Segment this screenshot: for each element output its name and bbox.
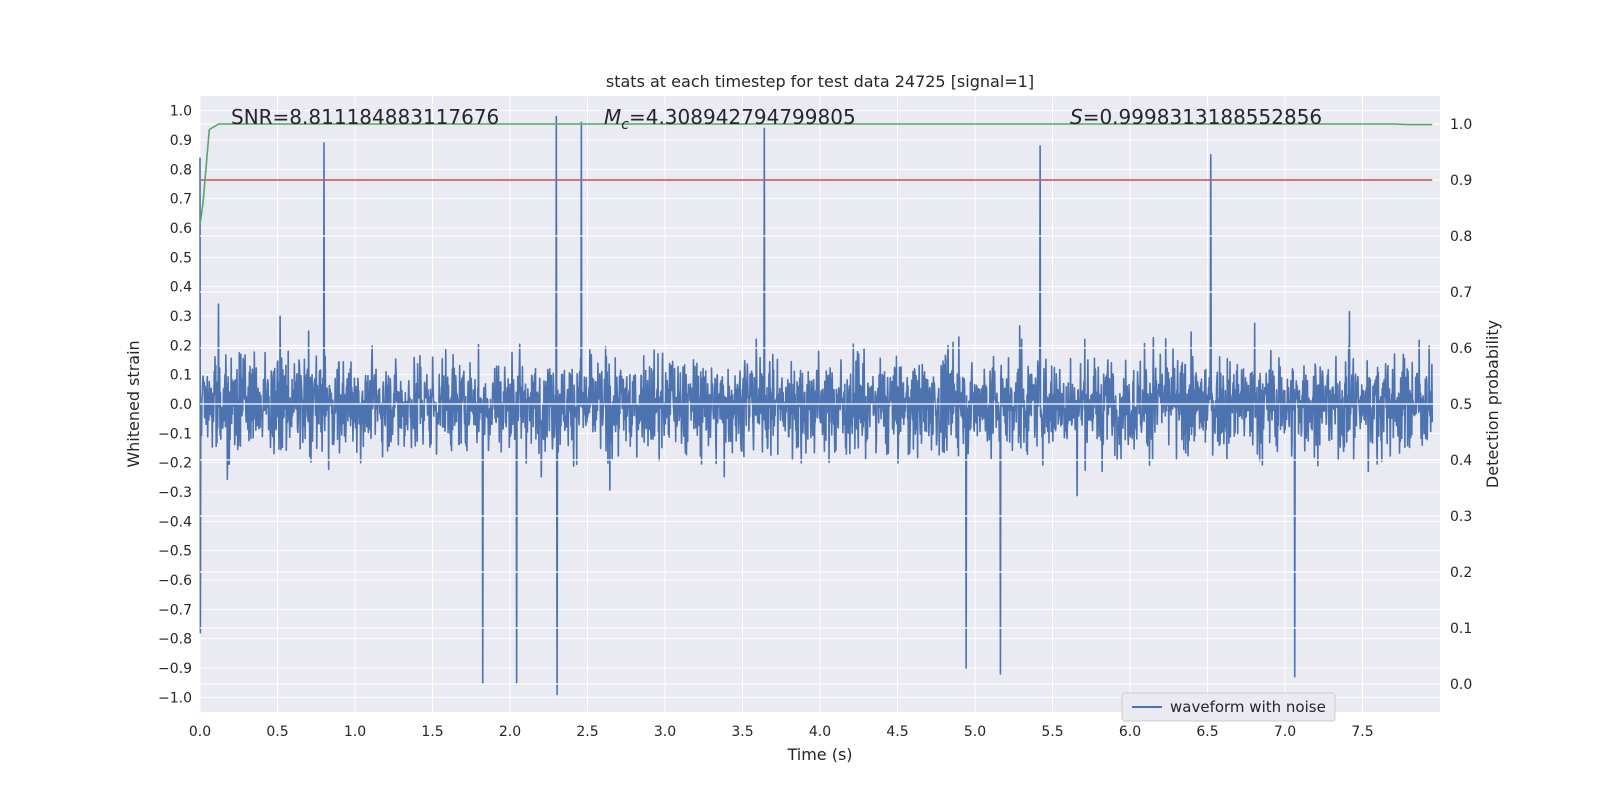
y-tick-label: 0.3: [170, 309, 192, 325]
waveform-line: [199, 115, 1434, 696]
right-y-tick-label: 0.1: [1450, 621, 1472, 637]
right-y-tick-label: 0.7: [1450, 285, 1472, 301]
y-tick-label: 0.4: [170, 280, 192, 296]
chirp-mass-value: =4.308942794799805: [629, 105, 856, 129]
y-tick-label: −0.4: [158, 514, 192, 530]
y-tick-label: 0.2: [170, 338, 192, 354]
legend-waveform-label: waveform with noise: [1170, 698, 1326, 716]
y-tick-label: 1.0: [170, 104, 192, 120]
right-y-ticks: 1.0 0.9 0.8 0.7 0.6 0.5 0.4 0.3 0.2 0.1 0.0: [1450, 117, 1472, 693]
y-tick-label: −0.3: [158, 485, 192, 501]
y-tick-label: 0.5: [170, 250, 192, 266]
y-tick-label: 0.6: [170, 221, 192, 237]
x-tick-label: 3.5: [731, 724, 753, 740]
y-tick-label: −0.8: [158, 632, 192, 648]
right-y-tick-label: 0.6: [1450, 341, 1472, 357]
right-y-tick-label: 0.4: [1450, 453, 1472, 469]
right-y-tick-label: 0.8: [1450, 229, 1472, 245]
right-y-tick-label: 0.0: [1450, 677, 1472, 693]
y-tick-label: −0.9: [158, 661, 192, 677]
significance-symbol: S: [1070, 105, 1083, 129]
probability-line: [199, 123, 1433, 225]
x-tick-label: 0.0: [189, 724, 211, 740]
legend: waveform with noise: [1121, 692, 1336, 722]
y-tick-label: 0.9: [170, 133, 192, 149]
y-tick-label: −1.0: [158, 690, 192, 706]
right-y-tick-label: 0.3: [1450, 509, 1472, 525]
significance-annotation: S=0.9998313188552856: [1070, 105, 1322, 129]
chart-title: stats at each timestep for test data 247…: [606, 72, 1034, 91]
x-ticks: 0.0 0.5 1.0 1.5 2.0 2.5 3.0 3.5 4.0 4.5 5.0 5.5 6.0 6…: [189, 724, 1374, 740]
left-y-ticks: 1.0 0.9 0.8 0.7 0.6 0.5 0.4 0.3 0.2 0.1 0.0 −0.1 −0.…: [158, 104, 192, 707]
chirp-mass-symbol: M: [604, 105, 621, 129]
y-tick-label: 0.1: [170, 368, 192, 384]
y-tick-label: 0.0: [170, 397, 192, 413]
x-tick-label: 5.5: [1041, 724, 1063, 740]
y-tick-label: −0.1: [158, 426, 192, 442]
probability-series: [199, 123, 1433, 225]
right-y-tick-label: 0.9: [1450, 173, 1472, 189]
y-tick-label: 0.8: [170, 162, 192, 178]
y-tick-label: −0.2: [158, 456, 192, 472]
x-tick-label: 2.5: [576, 724, 598, 740]
axes: [199, 96, 1440, 712]
right-y-axis-label: Detection probability: [1483, 320, 1502, 488]
x-tick-label: 6.5: [1196, 724, 1218, 740]
x-tick-label: 1.0: [344, 724, 366, 740]
right-y-tick-label: 0.2: [1450, 565, 1472, 581]
right-y-tick-label: 1.0: [1450, 117, 1472, 133]
chirp-mass-subscript: c: [621, 117, 629, 133]
x-tick-label: 5.0: [964, 724, 986, 740]
right-y-tick-label: 0.5: [1450, 397, 1472, 413]
x-tick-label: 2.0: [499, 724, 521, 740]
x-tick-label: 4.0: [809, 724, 831, 740]
y-tick-label: −0.7: [158, 602, 192, 618]
y-tick-label: −0.5: [158, 544, 192, 560]
x-tick-label: 4.5: [886, 724, 908, 740]
snr-annotation: SNR=8.811184883117676: [231, 105, 499, 129]
waveform-series: [199, 115, 1434, 696]
legend-box: [1121, 692, 1336, 722]
chirp-mass-annotation: Mc=4.308942794799805: [604, 105, 856, 133]
y-axis-label: Whitened strain: [124, 340, 143, 467]
x-tick-label: 7.0: [1274, 724, 1296, 740]
x-tick-label: 1.5: [421, 724, 443, 740]
x-tick-label: 6.0: [1119, 724, 1141, 740]
x-tick-label: 3.0: [654, 724, 676, 740]
y-tick-label: 0.7: [170, 192, 192, 208]
y-tick-label: −0.6: [158, 573, 192, 589]
x-axis-label: Time (s): [786, 745, 852, 764]
significance-value: =0.9998313188552856: [1083, 105, 1322, 129]
x-tick-label: 0.5: [266, 724, 288, 740]
x-tick-label: 7.5: [1351, 724, 1373, 740]
